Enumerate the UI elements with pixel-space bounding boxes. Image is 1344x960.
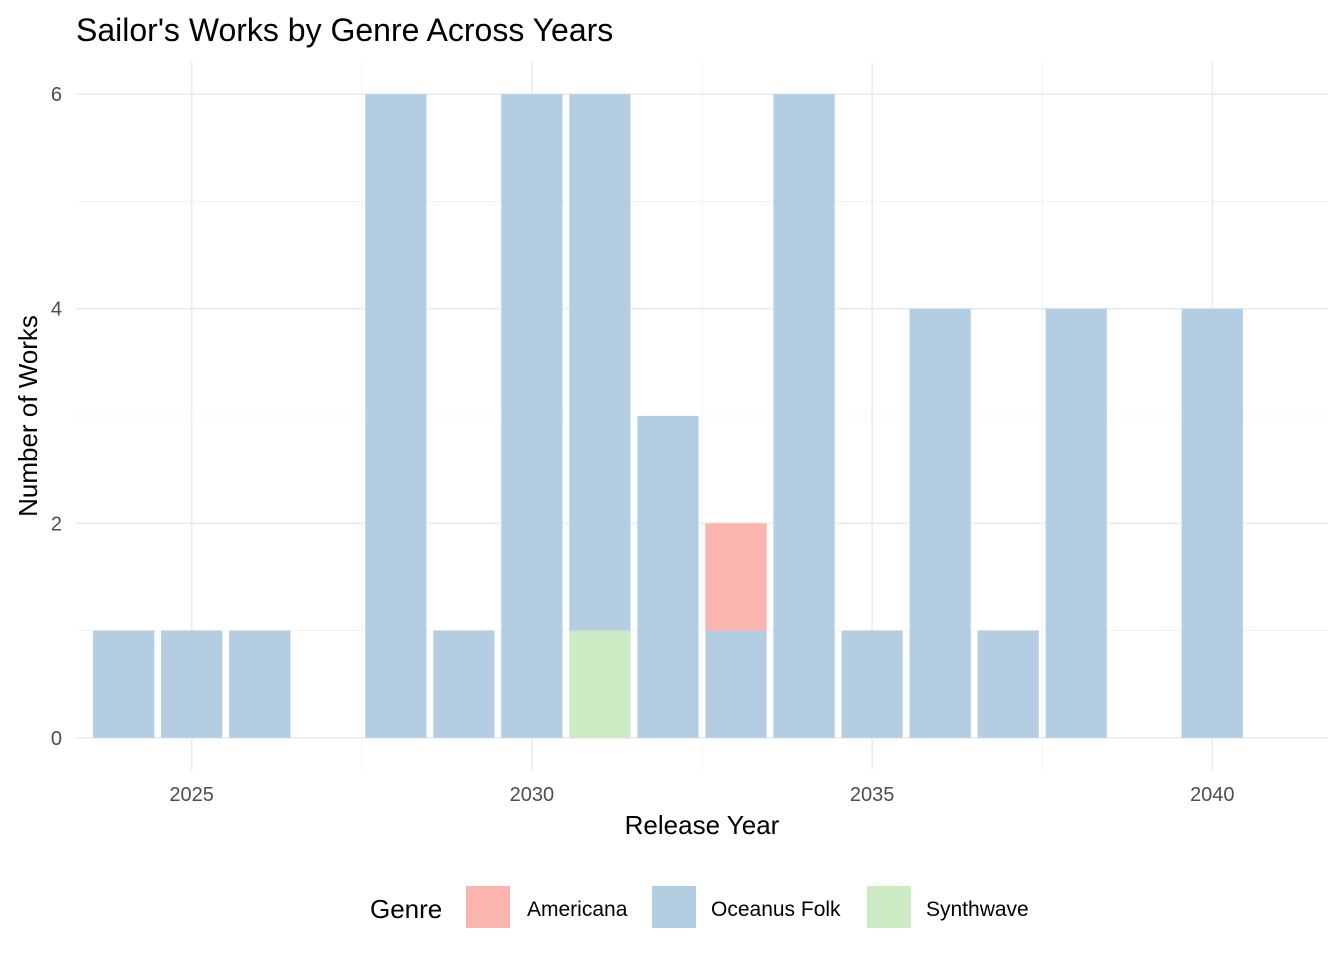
bar-oceanus-folk-2029 (433, 630, 495, 738)
y-tick-label: 4 (51, 299, 62, 321)
y-tick-label: 6 (51, 84, 62, 106)
bar-oceanus-folk-2028 (365, 94, 427, 738)
bar-oceanus-folk-2032 (637, 416, 699, 738)
legend: Genre Americana Oceanus Folk Synthwave (370, 886, 1029, 928)
x-tick-label: 2035 (850, 784, 895, 806)
bar-oceanus-folk-2031 (569, 94, 631, 631)
bar-oceanus-folk-2036 (909, 308, 971, 738)
legend-label: Oceanus Folk (711, 898, 841, 921)
x-tick-label: 2025 (169, 784, 214, 806)
bar-americana-2033 (705, 523, 767, 631)
bar-oceanus-folk-2040 (1181, 308, 1243, 738)
bar-oceanus-folk-2038 (1045, 308, 1107, 738)
x-axis-ticks: 2025 2030 2035 2040 (169, 784, 1234, 806)
legend-title: Genre (370, 894, 442, 924)
bars (93, 94, 1243, 738)
y-tick-label: 0 (51, 728, 62, 750)
bar-synthwave-2031 (569, 630, 631, 738)
x-axis-title: Release Year (625, 810, 780, 840)
legend-key-synthwave (867, 886, 911, 928)
bar-oceanus-folk-2037 (977, 630, 1039, 738)
y-tick-label: 2 (51, 513, 62, 535)
legend-label: Americana (527, 898, 628, 921)
bar-oceanus-folk-2026 (229, 630, 291, 738)
x-tick-label: 2030 (510, 784, 555, 806)
bar-oceanus-folk-2024 (93, 630, 155, 738)
y-axis-ticks: 0 2 4 6 (51, 84, 62, 750)
bar-oceanus-folk-2033 (705, 630, 767, 738)
legend-label: Synthwave (926, 898, 1029, 921)
bar-oceanus-folk-2025 (161, 630, 223, 738)
bar-oceanus-folk-2034 (773, 94, 835, 738)
bar-oceanus-folk-2030 (501, 94, 563, 738)
y-axis-title: Number of Works (13, 315, 43, 517)
bar-oceanus-folk-2035 (841, 630, 903, 738)
legend-key-oceanus-folk (652, 886, 696, 928)
legend-key-americana (466, 886, 510, 928)
chart-title: Sailor's Works by Genre Across Years (76, 12, 613, 48)
x-tick-label: 2040 (1190, 784, 1235, 806)
